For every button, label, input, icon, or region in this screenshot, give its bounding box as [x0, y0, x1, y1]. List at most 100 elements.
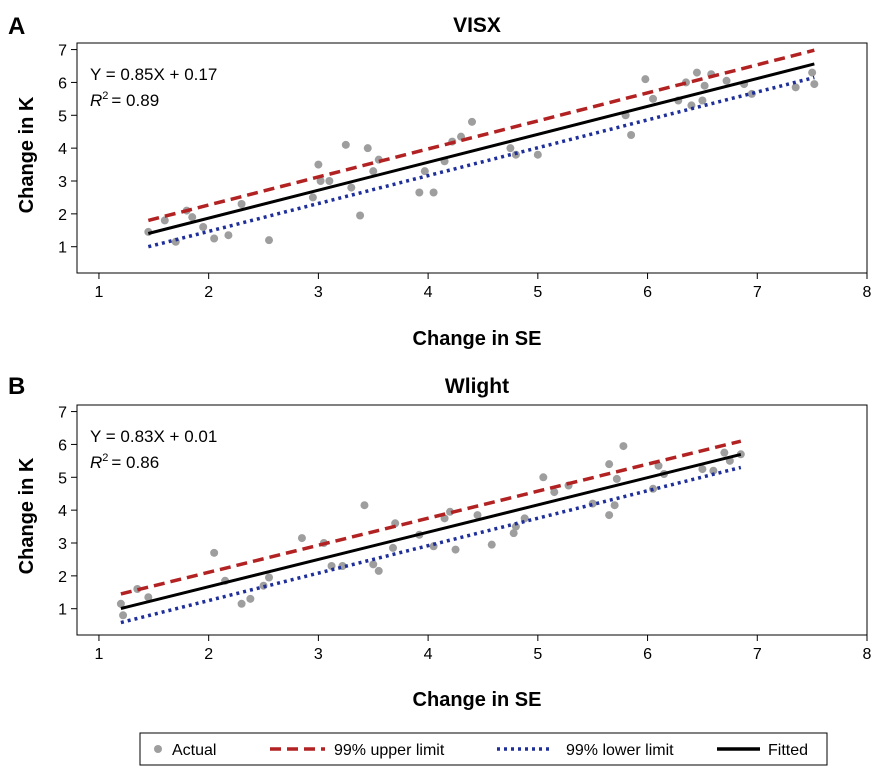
x-tick-label-a: 2 [204, 284, 213, 301]
data-point-b [487, 540, 496, 549]
data-point-b [619, 442, 628, 451]
data-point-a [316, 177, 325, 185]
x-tick-label-a: 1 [94, 284, 103, 301]
legend-box [139, 732, 828, 766]
data-point-a [415, 188, 424, 197]
y-tick-label-b: 3 [58, 536, 67, 553]
data-point-a [420, 167, 429, 176]
x-tick-label-b: 6 [643, 646, 652, 663]
legend-label-lower-limit: 99% lower limit [566, 742, 674, 759]
r-squared-symbol-a: R [90, 91, 102, 110]
y-axis-label-a: Change in K [16, 96, 38, 213]
r-squared-exponent-b: 2 [102, 452, 108, 464]
y-tick-label-b: 2 [58, 569, 67, 586]
y-tick-label-b: 5 [58, 470, 67, 487]
data-point-b [610, 501, 619, 510]
data-point-a [224, 231, 233, 240]
y-tick-label-a: 1 [58, 240, 67, 257]
data-point-a [369, 167, 378, 176]
data-point-b [612, 474, 621, 483]
data-point-a [347, 183, 356, 192]
x-axis-label-a: Change in SE [413, 328, 542, 350]
data-point-b [119, 611, 128, 620]
y-tick-label-a: 6 [58, 75, 67, 92]
chart-title-b: Wlight [445, 375, 509, 398]
data-point-a [314, 160, 323, 169]
data-point-b [550, 488, 559, 497]
data-point-a [308, 193, 317, 202]
panel-b: B Wlight Change in SE Change in K Y = 0.… [8, 373, 872, 711]
y-tick-label-a: 4 [58, 141, 67, 158]
data-point-a [700, 81, 709, 90]
plot-frame-a [76, 42, 868, 274]
data-point-b [237, 599, 246, 608]
data-point-a [210, 234, 219, 243]
equation-a: Y = 0.85X + 0.17 [90, 65, 217, 84]
data-point-b [360, 501, 369, 510]
data-point-a [341, 140, 350, 149]
r-squared-b: R2 = 0.86 [90, 452, 159, 472]
y-axis-label-b: Change in K [16, 457, 38, 574]
panel-letter-b: B [8, 373, 25, 400]
x-tick-label-a: 3 [314, 284, 323, 301]
y-tick-label-b: 1 [58, 602, 67, 619]
data-point-a [627, 131, 636, 139]
x-tick-label-b: 4 [424, 646, 433, 663]
y-tick-label-a: 3 [58, 174, 67, 191]
data-point-a [641, 75, 650, 84]
legend-label-actual: Actual [172, 742, 216, 759]
data-point-a [649, 94, 658, 103]
x-tick-label-a: 8 [863, 284, 872, 301]
y-tick-label-b: 4 [58, 503, 67, 520]
x-tick-label-a: 6 [643, 284, 652, 301]
data-point-a [199, 223, 208, 231]
data-point-b [116, 599, 125, 608]
x-tick-label-b: 8 [863, 646, 872, 663]
data-point-b [265, 573, 274, 582]
data-point-b [374, 566, 383, 575]
data-point-a [698, 96, 707, 105]
x-tick-label-a: 7 [753, 284, 762, 301]
legend-label-fitted: Fitted [768, 742, 808, 759]
equation-b: Y = 0.83X + 0.01 [90, 427, 217, 446]
data-point-b [709, 466, 718, 475]
data-point-a [188, 213, 197, 222]
legend: Actual 99% upper limit 99% lower limit F… [139, 732, 828, 766]
data-point-b [539, 473, 548, 482]
y-tick-label-b: 7 [58, 405, 67, 422]
y-tick-label-a: 5 [58, 108, 67, 125]
data-point-b [605, 511, 614, 520]
panel-a: A VISX Change in SE Change in K Y = 0.85… [8, 13, 872, 350]
data-point-a [808, 68, 817, 77]
data-point-b [369, 560, 378, 569]
x-tick-label-b: 5 [533, 646, 542, 663]
y-tick-label-a: 7 [58, 43, 67, 60]
data-point-a [265, 236, 274, 245]
data-point-a [325, 177, 334, 185]
data-point-b [451, 545, 460, 554]
data-point-a [506, 144, 515, 153]
data-point-a [810, 80, 819, 89]
data-point-b [605, 460, 614, 469]
data-point-b [698, 465, 707, 474]
fitted-line-a [147, 62, 815, 235]
data-point-b [654, 461, 663, 470]
r-squared-value-b: = 0.86 [111, 453, 159, 472]
r-squared-a: R2 = 0.89 [90, 90, 159, 110]
plot-frame-b [76, 404, 868, 636]
data-point-a [237, 200, 246, 208]
data-point-a [160, 216, 169, 225]
data-point-a [363, 144, 372, 153]
fitted-line-b [120, 452, 742, 610]
legend-swatch-actual [154, 745, 162, 753]
panel-letter-a: A [8, 13, 25, 40]
x-tick-label-a: 4 [424, 284, 433, 301]
y-tick-label-a: 2 [58, 207, 67, 224]
x-tick-label-a: 5 [533, 284, 542, 301]
data-point-b [144, 593, 153, 602]
data-point-b [210, 548, 219, 557]
chart-title-a: VISX [453, 14, 501, 37]
r-squared-exponent-a: 2 [102, 90, 108, 102]
